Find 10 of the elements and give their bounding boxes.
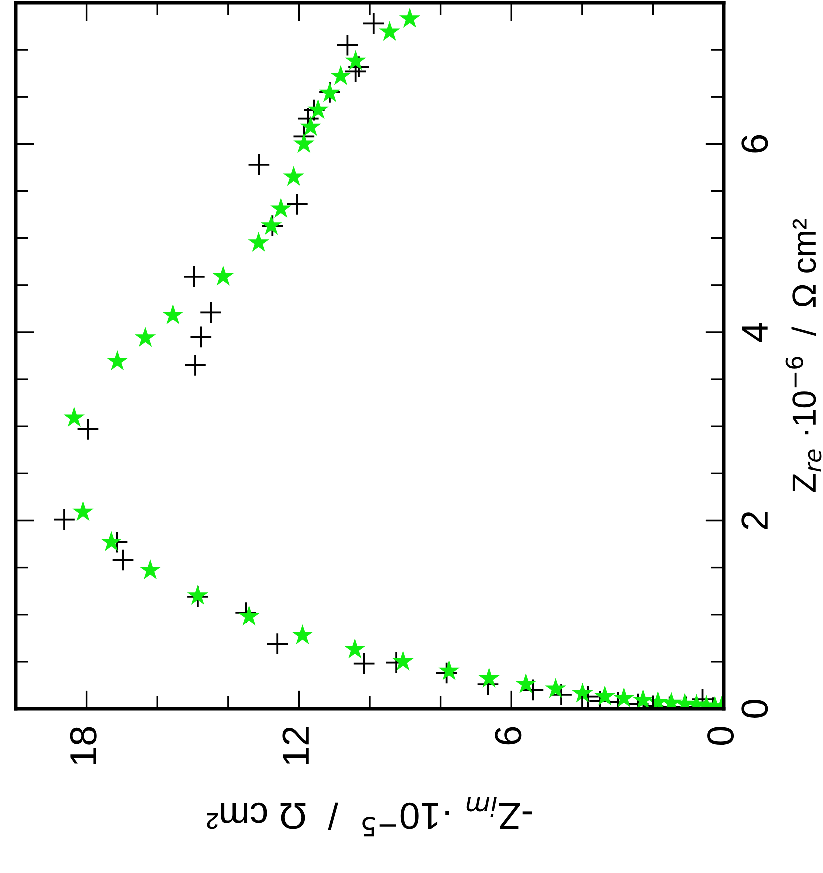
y-tick-label: 6	[742, 135, 768, 153]
x-tick-label: 6	[495, 727, 522, 745]
y-tick-label: 4	[742, 323, 768, 342]
x-tick-label: 18	[70, 727, 97, 765]
x-axis-title: -Z$_{im}$ ·10$^{−5}$ / Ω cm²	[207, 797, 532, 837]
y-tick-label: 2	[742, 512, 768, 530]
y-axis-title: Z$_{re}$ ·10$^{−6}$ / Ω cm²	[786, 219, 822, 492]
y-tick-label: 0	[742, 700, 768, 718]
x-tick-label: 0	[708, 727, 734, 746]
x-tick-label: 12	[282, 728, 309, 765]
